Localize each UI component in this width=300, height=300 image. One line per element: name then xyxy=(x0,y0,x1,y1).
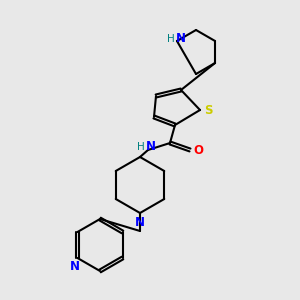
Text: N: N xyxy=(135,215,145,229)
Text: H: H xyxy=(137,142,145,152)
Text: N: N xyxy=(176,32,186,46)
Text: H: H xyxy=(167,34,175,44)
Text: S: S xyxy=(204,103,212,116)
Text: N: N xyxy=(146,140,156,154)
Text: N: N xyxy=(70,260,80,272)
Text: O: O xyxy=(193,143,203,157)
